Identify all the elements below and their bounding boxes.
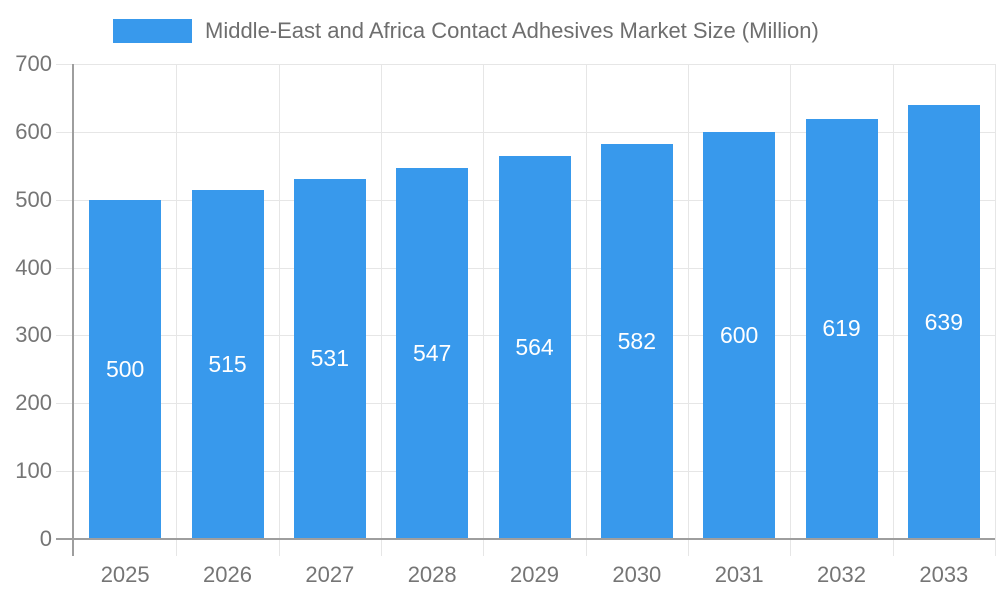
x-tick-label: 2025 (100, 562, 150, 587)
bar-value-label: 547 (412, 339, 452, 366)
bar-value-label: 500 (105, 355, 145, 382)
x-tick-label: 2033 (919, 562, 969, 587)
x-tick (278, 539, 280, 556)
x-tick-label: 2026 (203, 562, 252, 587)
category-gridline (278, 64, 280, 539)
bar-value-label: 639 (924, 308, 964, 335)
category-gridline (688, 64, 689, 539)
bar-value-label: 600 (719, 321, 759, 348)
y-axis-line (72, 64, 74, 556)
bar-2028[interactable]: 547 (396, 167, 469, 539)
legend-entry: Middle-East and Africa Contact Adhesives… (113, 19, 819, 43)
bar-2032[interactable]: 619 (805, 118, 878, 539)
bar-2025[interactable]: 500 (89, 199, 162, 539)
bar-2027[interactable]: 531 (293, 178, 366, 539)
y-gridline (74, 64, 995, 65)
y-tick-label: 300 (15, 322, 52, 348)
x-tick-label: 2032 (817, 562, 866, 587)
y-tick (56, 471, 74, 473)
legend-swatch (113, 19, 192, 43)
legend-label: Middle-East and Africa Contact Adhesives… (205, 18, 819, 43)
y-tick-label: 400 (15, 254, 52, 280)
bar-2026[interactable]: 515 (191, 189, 264, 539)
x-tick (176, 539, 178, 556)
bar-2030[interactable]: 582 (600, 144, 673, 539)
x-tick (381, 539, 382, 556)
x-tick (790, 539, 792, 556)
x-tick-label: 2031 (714, 562, 764, 587)
y-tick-label: 600 (15, 118, 52, 144)
bar-value-label: 531 (310, 345, 350, 372)
y-tick-label: 200 (15, 390, 52, 416)
y-tick-label: 100 (15, 458, 52, 484)
y-tick-label: 0 (39, 526, 52, 551)
bar-2033[interactable]: 639 (907, 105, 980, 539)
category-gridline (176, 64, 178, 539)
category-gridline (790, 64, 792, 539)
y-tick (56, 403, 74, 405)
x-tick-label: 2028 (407, 562, 457, 587)
category-gridline (892, 64, 894, 539)
bar-2031[interactable]: 600 (703, 131, 776, 539)
bar-value-label: 564 (515, 334, 554, 361)
y-tick (56, 131, 74, 133)
bar-value-label: 582 (617, 328, 657, 355)
y-tick (56, 199, 74, 201)
x-tick (892, 539, 894, 556)
x-tick-label: 2027 (305, 562, 355, 587)
bar-value-label: 515 (208, 350, 247, 377)
y-gridline (74, 131, 995, 133)
x-tick-label: 2029 (510, 562, 559, 587)
x-tick (995, 539, 996, 556)
y-tick (56, 335, 74, 337)
y-tick-label: 500 (15, 186, 52, 212)
bar-value-label: 619 (822, 315, 861, 342)
x-tick (688, 539, 689, 556)
x-tick-label: 2030 (612, 562, 662, 587)
x-axis-baseline (56, 538, 995, 540)
category-gridline (381, 64, 382, 539)
y-tick (56, 267, 74, 269)
x-tick (585, 539, 587, 556)
bar-2029[interactable]: 564 (498, 156, 571, 539)
category-gridline (995, 64, 996, 539)
category-gridline (483, 64, 485, 539)
category-gridline (585, 64, 587, 539)
y-tick (56, 64, 74, 65)
y-tick-label: 700 (15, 51, 52, 76)
x-tick (483, 539, 485, 556)
